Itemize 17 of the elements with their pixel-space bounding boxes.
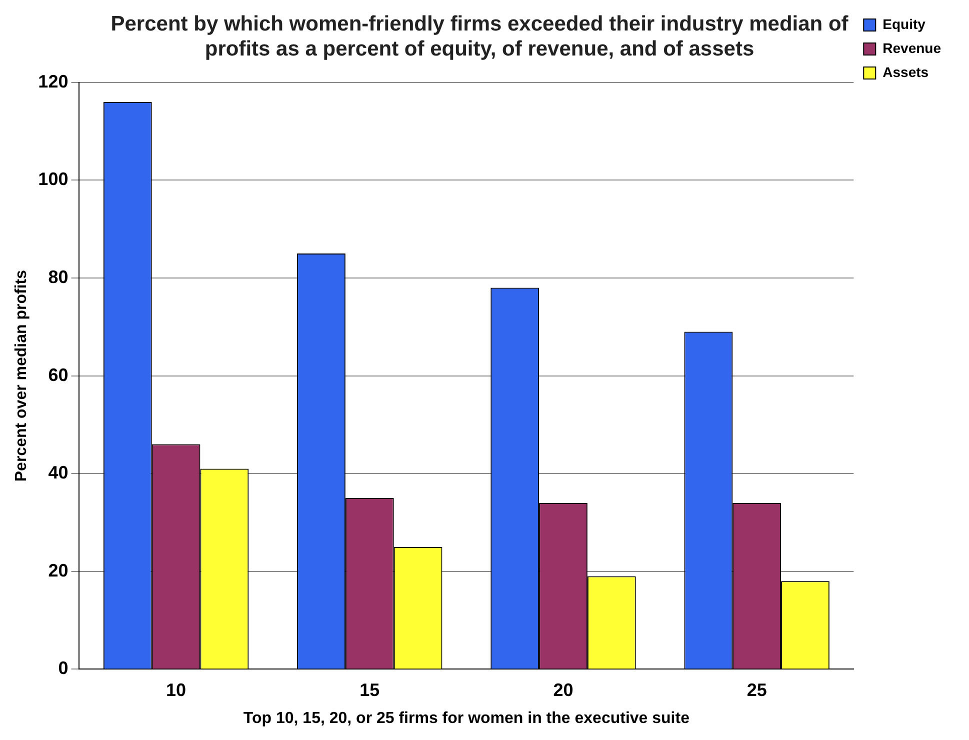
x-axis-title: Top 10, 15, 20, or 25 firms for women in the executive suite [243,710,690,727]
y-tick-label: 20 [48,560,68,580]
y-tick-label: 100 [38,169,68,190]
x-tick-label: 20 [553,680,574,700]
chart-title: Percent by which women-friendly firms exceeded their industry median of profits as a percent of equity, of revenue, and of assets [110,12,850,61]
x-tick-label: 25 [746,680,767,700]
legend-label: Revenue [882,40,942,56]
y-tick-label: 60 [48,364,68,385]
x-tick-label: 15 [360,680,380,700]
y-tick-label: 120 [38,71,68,92]
y-tick-label: 40 [48,462,68,483]
y-axis-title: Percent over median profits [13,270,30,482]
y-tick-label: 80 [48,266,68,287]
legend-label: Equity [882,16,926,32]
x-tick-label: 10 [166,680,186,700]
y-tick-label: 0 [58,658,68,678]
legend-label: Assets [882,64,929,80]
